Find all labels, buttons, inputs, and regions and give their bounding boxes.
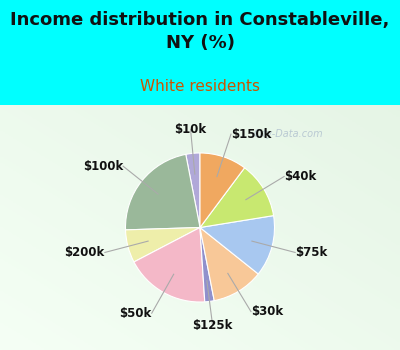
Wedge shape (186, 153, 200, 228)
Text: $100k: $100k (83, 160, 123, 173)
Wedge shape (200, 168, 274, 228)
Wedge shape (200, 216, 274, 274)
Wedge shape (200, 228, 258, 301)
Wedge shape (200, 153, 244, 228)
Text: $40k: $40k (284, 170, 316, 183)
Wedge shape (200, 228, 214, 302)
Text: $200k: $200k (65, 246, 105, 259)
Text: $150k: $150k (231, 128, 271, 141)
Text: City-Data.com: City-Data.com (253, 130, 323, 139)
Text: White residents: White residents (140, 79, 260, 93)
Text: $30k: $30k (251, 305, 283, 318)
Wedge shape (134, 228, 205, 302)
Text: $125k: $125k (192, 318, 233, 331)
Text: $75k: $75k (295, 246, 327, 259)
Text: $50k: $50k (120, 307, 152, 320)
Wedge shape (126, 154, 200, 230)
Text: Income distribution in Constableville,
NY (%): Income distribution in Constableville, N… (10, 12, 390, 51)
Wedge shape (126, 228, 200, 262)
Text: $10k: $10k (174, 123, 207, 136)
